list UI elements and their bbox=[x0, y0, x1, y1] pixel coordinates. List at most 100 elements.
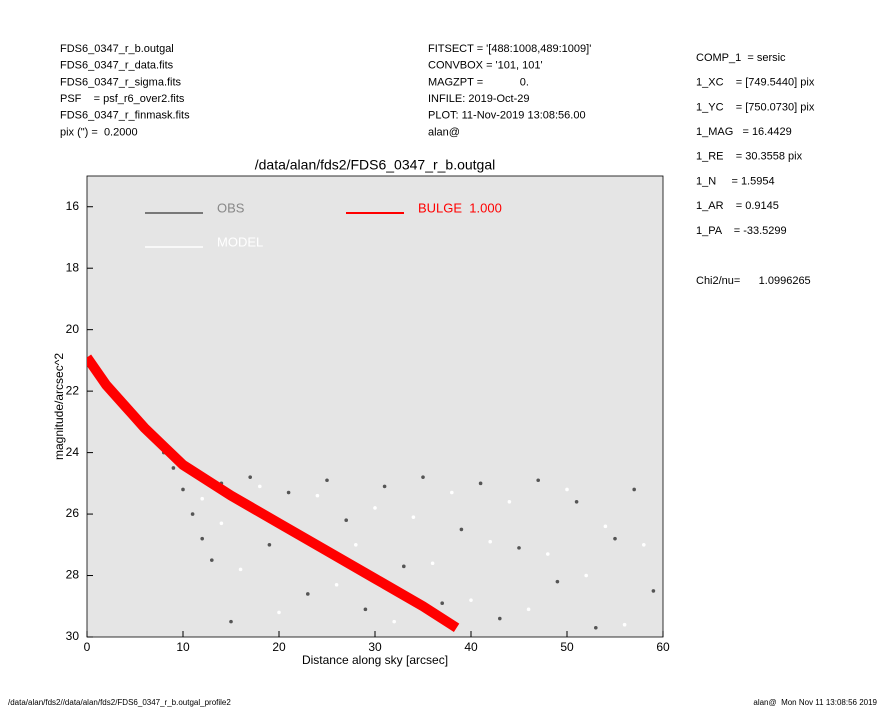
data-point bbox=[536, 478, 540, 483]
file-info: PSF = psf_r6_over2.fits bbox=[60, 93, 185, 105]
data-point bbox=[584, 573, 588, 578]
x-axis-label: Distance along sky [arcsec] bbox=[302, 653, 448, 667]
data-point bbox=[498, 616, 502, 621]
data-point bbox=[286, 490, 291, 495]
y-tick-label: 26 bbox=[66, 506, 80, 520]
param: 1_YC = [750.0730] pix bbox=[696, 101, 815, 113]
data-point bbox=[555, 579, 560, 584]
param: 1_MAG = 16.4429 bbox=[696, 126, 792, 138]
file-info: pix (") = 0.2000 bbox=[60, 126, 138, 138]
x-tick-label: 60 bbox=[656, 640, 670, 654]
data-point bbox=[603, 524, 608, 529]
data-point bbox=[325, 478, 329, 483]
x-tick-label: 0 bbox=[84, 640, 91, 654]
y-tick-label: 28 bbox=[66, 568, 80, 582]
data-point bbox=[267, 543, 272, 547]
data-point bbox=[459, 527, 464, 532]
file-info: FDS6_0347_r_finmask.fits bbox=[60, 110, 190, 122]
data-point bbox=[306, 592, 310, 596]
plot-marks bbox=[87, 354, 656, 632]
x-tick-label: 30 bbox=[368, 640, 382, 654]
fit-info: MAGZPT = 0. bbox=[428, 76, 529, 88]
data-point bbox=[402, 564, 406, 569]
fit-info: CONVBOX = '101, 101' bbox=[428, 60, 543, 72]
data-point bbox=[507, 499, 512, 504]
param: COMP_1 = sersic bbox=[696, 52, 786, 64]
y-tick-label: 18 bbox=[66, 260, 80, 274]
data-point bbox=[229, 619, 233, 624]
data-point bbox=[315, 493, 320, 498]
plot-area bbox=[86, 175, 664, 638]
data-point bbox=[219, 521, 224, 526]
data-point bbox=[382, 484, 387, 489]
x-tick-label: 40 bbox=[464, 640, 478, 654]
data-point bbox=[200, 496, 204, 501]
data-point bbox=[373, 506, 377, 510]
fit-info: FITSECT = '[488:1008,489:1009]' bbox=[428, 43, 591, 55]
data-point bbox=[277, 610, 281, 615]
data-point bbox=[488, 539, 493, 544]
data-point bbox=[450, 490, 454, 495]
y-axis-label: magnitude/arcsec^2 bbox=[52, 353, 66, 460]
data-point bbox=[344, 518, 349, 523]
data-point bbox=[181, 487, 185, 492]
y-tick-label: 30 bbox=[66, 629, 80, 643]
param: 1_XC = [749.5440] pix bbox=[696, 77, 815, 89]
chi2: Chi2/nu= 1.0996265 bbox=[696, 275, 811, 287]
data-point bbox=[190, 512, 195, 516]
data-point bbox=[622, 622, 627, 627]
data-point bbox=[642, 543, 646, 547]
data-point bbox=[440, 601, 445, 605]
data-point bbox=[469, 598, 473, 602]
fit-info: PLOT: 11-Nov-2019 13:08:56.00 bbox=[428, 110, 586, 122]
data-point bbox=[430, 561, 435, 566]
footer-right: alan@ Mon Nov 11 13:08:56 2019 bbox=[753, 698, 877, 707]
data-point bbox=[354, 543, 358, 547]
data-point bbox=[200, 536, 204, 541]
param: 1_AR = 0.9145 bbox=[696, 200, 779, 212]
param: 1_RE = 30.3558 pix bbox=[696, 151, 803, 163]
y-tick-label: 22 bbox=[66, 383, 80, 397]
file-info: FDS6_0347_r_b.outgal bbox=[60, 43, 174, 55]
data-point bbox=[210, 558, 214, 562]
x-tick-label: 10 bbox=[176, 640, 190, 654]
x-tick-label: 20 bbox=[272, 640, 286, 654]
file-info: FDS6_0347_r_data.fits bbox=[60, 60, 174, 72]
chart-title: /data/alan/fds2/FDS6_0347_r_b.outgal bbox=[255, 157, 496, 173]
data-point bbox=[171, 466, 176, 470]
data-point bbox=[421, 475, 425, 479]
y-tick-label: 20 bbox=[66, 322, 80, 336]
data-point bbox=[613, 536, 617, 541]
data-point bbox=[651, 589, 656, 593]
data-point bbox=[392, 619, 397, 624]
x-tick-label: 50 bbox=[560, 640, 574, 654]
fit-info: INFILE: 2019-Oct-29 bbox=[428, 93, 530, 105]
data-point bbox=[565, 487, 569, 492]
data-point bbox=[632, 487, 636, 492]
data-point bbox=[574, 499, 579, 504]
fit-info: alan@ bbox=[428, 126, 460, 138]
data-point bbox=[517, 546, 521, 550]
legend-label: BULGE 1.000 bbox=[418, 200, 502, 215]
data-point bbox=[411, 515, 416, 519]
data-point bbox=[594, 625, 598, 630]
param: 1_PA = -33.5299 bbox=[696, 225, 787, 237]
data-point bbox=[478, 481, 483, 486]
data-point bbox=[248, 475, 252, 479]
file-info: FDS6_0347_r_sigma.fits bbox=[60, 76, 182, 88]
data-point bbox=[238, 567, 243, 572]
model-band bbox=[87, 354, 460, 632]
legend-label: MODEL bbox=[217, 234, 263, 249]
y-tick-label: 16 bbox=[66, 199, 80, 213]
legend-label: OBS bbox=[217, 200, 245, 215]
data-point bbox=[363, 607, 368, 612]
data-point bbox=[258, 484, 262, 489]
y-tick-label: 24 bbox=[66, 445, 80, 459]
data-point bbox=[526, 607, 531, 612]
data-point bbox=[334, 582, 339, 587]
param: 1_N = 1.5954 bbox=[696, 175, 775, 187]
data-point bbox=[546, 552, 550, 556]
footer-left: /data/alan/fds2//data/alan/fds2/FDS6_034… bbox=[8, 698, 231, 707]
